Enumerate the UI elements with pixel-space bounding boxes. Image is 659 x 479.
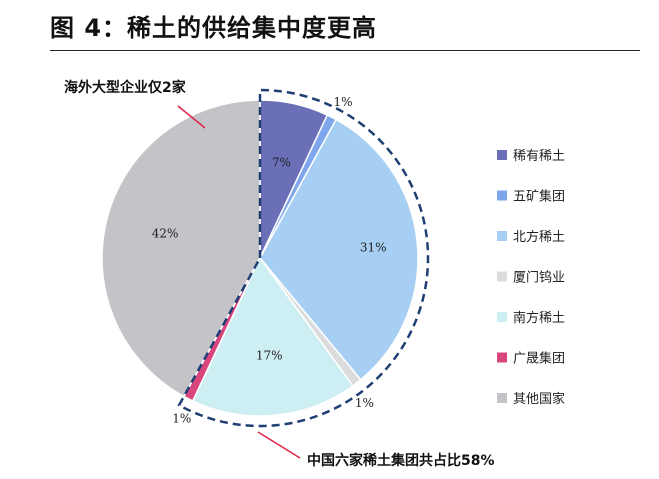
legend-label-7: 其他国家 [513,391,565,407]
pie-slice-3 [259,118,419,381]
slice-label-3: 31% [360,240,387,254]
legend-label-3: 北方稀土 [513,229,565,245]
slice-label-5: 17% [256,349,283,363]
legend-label-4: 厦门钨业 [513,270,565,286]
legend-swatch-6 [497,352,507,363]
pie-slice-5 [191,256,354,417]
legend-swatch-1 [497,150,507,160]
slice-label-6: 1% [172,411,191,425]
title-rule [50,50,640,51]
china-group-pointer [257,431,301,459]
legend-swatch-4 [497,271,507,282]
slice-value-labels: 7% 1% 31% 1% 17% 1% 42% [152,95,387,426]
figure-title: 图 4：稀土的供给集中度更高 [50,14,378,42]
legend-swatch-5 [497,312,507,322]
legend-swatch-2 [497,190,507,201]
legend-swatch-3 [497,231,507,241]
pie-slice-7 [101,99,261,398]
overseas-annotation: 海外大型企业仅2家 [64,79,187,96]
slice-label-2: 1% [334,95,353,109]
slice-label-1: 7% [272,155,291,169]
overseas-pointer [177,105,206,129]
pie-slices [101,99,419,417]
legend-swatch-7 [497,393,507,403]
legend-label-5: 南方稀土 [513,310,565,326]
slice-label-4: 1% [355,396,374,410]
legend-label-1: 稀有稀土 [513,149,565,164]
china-group-dashed-outline [177,88,430,428]
legend-label-2: 五矿集团 [513,189,565,205]
slice-label-7: 42% [152,227,179,241]
china-group-annotation: 中国六家稀土集团共占比58% [307,452,495,469]
legend-label-6: 广晟集团 [513,351,565,367]
